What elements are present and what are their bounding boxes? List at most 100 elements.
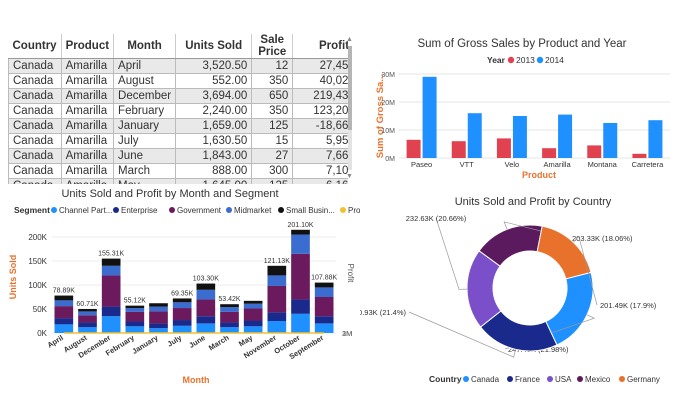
segment-bar-september-4[interactable]	[314, 282, 334, 288]
segment-bar-november-2[interactable]	[267, 285, 287, 313]
segment-bar-september-3[interactable]	[314, 287, 334, 297]
segment-bar-november-3[interactable]	[267, 275, 287, 286]
segment-bar-november-0[interactable]	[267, 321, 287, 333]
segment-bar-september-2[interactable]	[314, 297, 334, 317]
segment-bar-october-1[interactable]	[291, 299, 310, 314]
segment-bar-august-1[interactable]	[78, 322, 97, 328]
segment-bar-september-0[interactable]	[314, 323, 334, 333]
segment-bar-july-3[interactable]	[172, 302, 192, 309]
segment-legend-label[interactable]: Channel Part...	[59, 206, 112, 215]
segment-bar-june-3[interactable]	[196, 289, 216, 300]
segment-bar-december-1[interactable]	[101, 306, 121, 317]
segment-bar-january-2[interactable]	[149, 311, 168, 324]
segment-bar-november-1[interactable]	[267, 312, 287, 321]
segment-legend-label[interactable]: Enterprise	[121, 206, 158, 215]
column-header-profit[interactable]: Profit	[292, 34, 348, 59]
segment-bar-july-1[interactable]	[172, 320, 192, 326]
profit-legend-label[interactable]: Profit	[348, 206, 360, 215]
segment-bar-april-1[interactable]	[54, 318, 74, 325]
segment-bar-june-2[interactable]	[196, 299, 216, 317]
column-header-month[interactable]: Month	[113, 34, 177, 59]
sales-bar-2014-amarilla[interactable]	[558, 114, 573, 158]
segment-bar-october-3[interactable]	[291, 234, 310, 254]
segment-bar-march-1[interactable]	[220, 322, 239, 328]
segment-bar-march-4[interactable]	[220, 304, 239, 308]
segment-bar-april-2[interactable]	[54, 306, 74, 319]
sales-bar-2014-montana[interactable]	[603, 123, 618, 158]
table-row[interactable]: CanadaAmarillaJanuary1,659.00125-18,663.…	[8, 118, 348, 134]
segment-bar-january-4[interactable]	[149, 303, 168, 307]
segment-bar-may-0[interactable]	[243, 326, 263, 333]
segment-bar-may-4[interactable]	[243, 300, 263, 304]
segment-bar-march-0[interactable]	[220, 327, 239, 333]
donut-slice-germany[interactable]	[536, 225, 592, 280]
segment-bar-november-4[interactable]	[267, 265, 287, 276]
table-row[interactable]: CanadaAmarillaFebruary2,240.00350123,200…	[8, 103, 348, 119]
sales-bar-2013-velo[interactable]	[496, 138, 511, 158]
country-legend-label[interactable]: France	[515, 375, 540, 384]
sales-bar-2013-montana[interactable]	[587, 145, 602, 158]
table-row[interactable]: CanadaAmarillaDecember3,694.00650219,432…	[8, 88, 348, 104]
donut-slice-canada[interactable]	[545, 271, 594, 346]
sales-bar-2013-paseo[interactable]	[406, 139, 421, 158]
segment-bar-february-4[interactable]	[125, 305, 145, 309]
segment-legend-label[interactable]: Small Busin...	[286, 206, 335, 215]
segment-bar-august-2[interactable]	[78, 315, 97, 323]
scroll-thumb[interactable]	[348, 46, 352, 130]
segment-bar-february-2[interactable]	[125, 311, 145, 322]
segment-bar-july-0[interactable]	[172, 325, 192, 333]
segment-bar-february-3[interactable]	[125, 308, 145, 312]
country-legend-label[interactable]: Mexico	[585, 375, 611, 384]
column-header-product[interactable]: Product	[61, 34, 115, 59]
sales-bar-2013-amarilla[interactable]	[542, 148, 557, 158]
segment-bar-october-2[interactable]	[291, 253, 310, 300]
segment-bar-march-3[interactable]	[220, 307, 239, 312]
segment-legend-label[interactable]: Midmarket	[234, 206, 272, 215]
column-header-units-sold[interactable]: Units Sold	[175, 34, 253, 59]
country-legend-label[interactable]: Germany	[627, 375, 660, 384]
scroll-up-icon[interactable]: ▲	[346, 36, 353, 43]
sales-bar-2014-velo[interactable]	[512, 116, 527, 158]
segment-bar-april-4[interactable]	[54, 295, 74, 301]
segment-bar-december-3[interactable]	[101, 265, 121, 276]
sales-bar-2014-carretera[interactable]	[648, 120, 663, 158]
country-legend-label[interactable]: Canada	[471, 375, 500, 384]
segment-bar-june-1[interactable]	[196, 316, 216, 324]
segment-bar-july-4[interactable]	[172, 298, 192, 303]
segment-bar-april-0[interactable]	[54, 324, 74, 333]
segment-bar-april-3[interactable]	[54, 300, 74, 307]
segment-bar-july-2[interactable]	[172, 308, 192, 321]
column-header-country[interactable]: Country	[8, 34, 62, 59]
table-scrollbar[interactable]: ▲ ▼	[346, 36, 354, 180]
sales-bar-2014-vtt[interactable]	[467, 113, 482, 158]
scroll-down-icon[interactable]: ▼	[346, 173, 353, 180]
segment-bar-february-1[interactable]	[125, 321, 145, 327]
segment-bar-may-1[interactable]	[243, 320, 263, 327]
segment-bar-january-1[interactable]	[149, 323, 168, 329]
segment-bar-december-4[interactable]	[101, 258, 121, 266]
segment-legend-label[interactable]: Government	[177, 206, 222, 215]
segment-bar-december-0[interactable]	[101, 316, 121, 333]
country-legend-label[interactable]: USA	[555, 375, 572, 384]
segment-bar-january-3[interactable]	[149, 306, 168, 312]
segment-bar-may-2[interactable]	[243, 308, 263, 321]
segment-bar-december-2[interactable]	[101, 275, 121, 307]
sales-bar-2013-vtt[interactable]	[451, 141, 466, 158]
column-header-sale-price[interactable]: Sale Price	[251, 34, 294, 59]
segment-bar-march-2[interactable]	[220, 311, 239, 323]
sales-bar-2014-paseo[interactable]	[422, 76, 437, 158]
segment-bar-january-0[interactable]	[149, 328, 168, 333]
segment-bar-may-3[interactable]	[243, 303, 263, 309]
segment-bar-october-4[interactable]	[291, 229, 310, 235]
segment-bar-february-0[interactable]	[125, 326, 145, 333]
segment-bar-september-1[interactable]	[314, 316, 334, 324]
segment-bar-october-0[interactable]	[291, 313, 310, 333]
segment-bar-june-0[interactable]	[196, 323, 216, 333]
segment-bar-august-3[interactable]	[78, 311, 97, 316]
